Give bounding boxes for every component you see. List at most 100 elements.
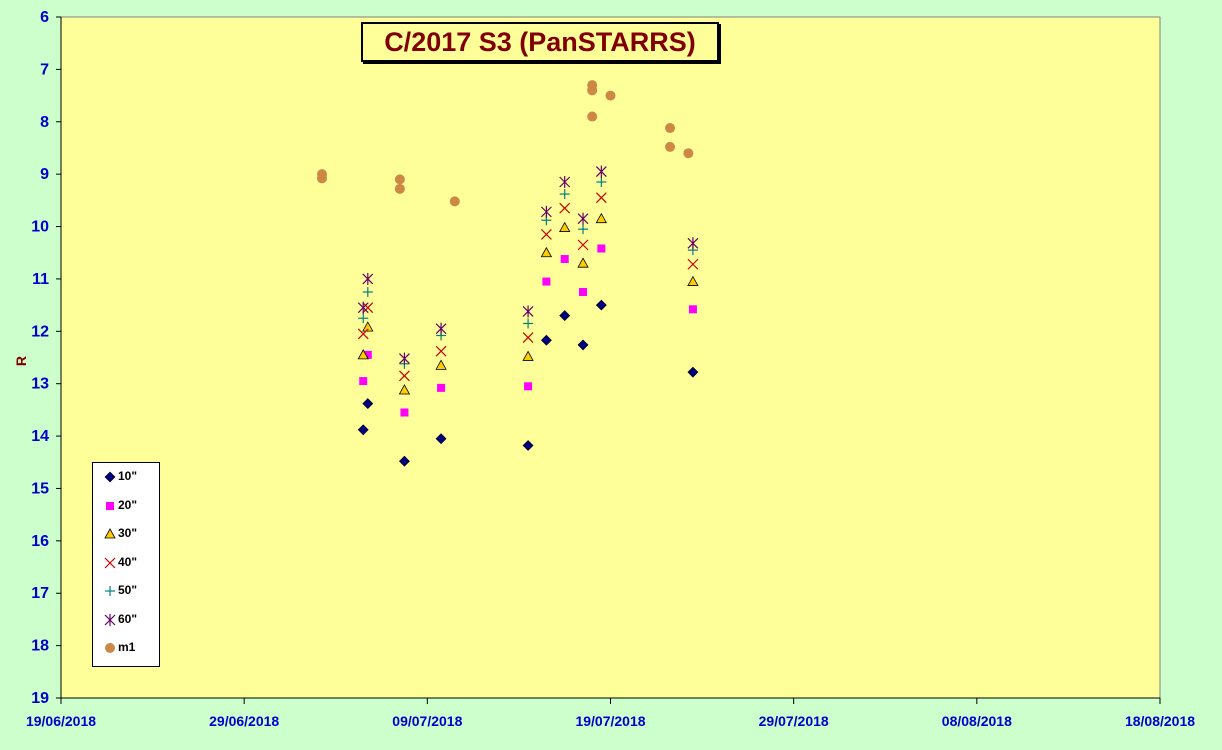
legend-label: 30" — [118, 526, 138, 540]
data-point — [399, 370, 410, 382]
data-point — [597, 244, 606, 253]
x-tick-label: 08/08/2018 — [942, 713, 1012, 729]
data-point — [687, 366, 699, 378]
y-tick-label: 19 — [31, 690, 49, 707]
data-point — [587, 111, 598, 122]
legend-marker — [104, 471, 116, 483]
data-point — [399, 352, 410, 365]
data-point — [362, 398, 374, 410]
legend-marker-icon — [104, 613, 116, 626]
legend-marker-icon — [105, 586, 115, 596]
data-point — [605, 90, 616, 101]
legend-marker-icon — [106, 501, 114, 510]
y-tick-label: 15 — [31, 480, 49, 497]
data-point — [665, 141, 676, 152]
data-point — [559, 310, 571, 322]
data-point — [559, 189, 570, 200]
legend-marker — [104, 557, 116, 568]
data-point — [357, 301, 369, 314]
data-point — [540, 228, 552, 240]
y-tick-label: 17 — [31, 585, 49, 602]
data-point — [435, 359, 447, 370]
data-point — [359, 377, 368, 386]
data-point — [595, 299, 607, 311]
legend-label: 60" — [118, 611, 138, 626]
legend-item: 40" — [93, 553, 159, 573]
data-point — [587, 85, 598, 96]
data-point — [687, 258, 699, 270]
data-point — [540, 334, 552, 346]
y-tick-label: 7 — [40, 61, 49, 78]
data-point — [683, 148, 694, 159]
data-point — [362, 302, 374, 314]
y-tick-label: 8 — [40, 114, 49, 131]
y-tick-label: 6 — [40, 9, 49, 26]
data-point — [435, 433, 447, 445]
x-tick-label: 29/06/2018 — [209, 713, 279, 729]
y-tick-label: 14 — [31, 428, 49, 445]
data-point — [577, 339, 589, 351]
data-point — [399, 455, 410, 467]
legend-marker-icon — [105, 643, 115, 653]
x-ticks: 19/06/2018 29/06/2018 09/07/2018 19/07/2018… — [26, 698, 1195, 729]
y-ticks: 6 7 8 9 10 11 12 13 14 15 16 17 18 19 — [31, 9, 61, 707]
data-point — [687, 275, 699, 286]
data-point — [363, 350, 372, 359]
data-point — [595, 165, 607, 178]
data-point — [540, 205, 552, 218]
data-points — [317, 80, 699, 467]
series-5 — [357, 165, 699, 365]
legend-item: 20" — [93, 496, 159, 516]
legend-item: 10" — [93, 467, 159, 487]
data-point — [362, 321, 374, 332]
legend-label: 10" — [118, 469, 138, 483]
data-point — [449, 196, 460, 207]
series-0 — [357, 299, 699, 467]
data-point — [542, 277, 551, 286]
data-point — [435, 322, 447, 335]
data-point — [559, 221, 571, 232]
data-point — [524, 382, 533, 391]
data-point — [437, 383, 446, 392]
data-point — [394, 174, 405, 185]
legend-marker — [104, 528, 116, 539]
data-point — [595, 192, 607, 204]
legend-label: m1 — [118, 640, 136, 654]
data-point — [522, 350, 534, 361]
data-point — [362, 272, 374, 285]
series-6 — [317, 80, 694, 207]
data-point — [577, 257, 589, 268]
x-tick-label: 18/08/2018 — [1125, 713, 1195, 729]
data-point — [560, 255, 569, 264]
y-tick-label: 18 — [31, 638, 49, 655]
data-point — [317, 173, 328, 184]
data-point — [596, 177, 607, 188]
data-point — [357, 349, 369, 360]
legend-label: 20" — [118, 497, 138, 512]
data-point — [398, 384, 411, 395]
data-point — [540, 246, 553, 258]
legend-marker — [106, 501, 114, 510]
data-point — [579, 288, 588, 297]
legend-item: 30" — [93, 524, 159, 544]
data-point — [595, 212, 608, 224]
y-tick-label: 11 — [32, 271, 49, 288]
x-tick-label: 19/07/2018 — [575, 713, 645, 729]
x-tick-label: 29/07/2018 — [759, 713, 829, 729]
data-point — [665, 123, 676, 134]
y-tick-label: 9 — [40, 166, 49, 183]
legend-label: 40" — [118, 554, 138, 569]
data-point — [577, 239, 589, 251]
legend-marker-icon — [104, 528, 116, 539]
data-point — [522, 440, 534, 451]
series-3 — [357, 192, 699, 382]
data-point — [400, 408, 409, 417]
data-point — [687, 237, 699, 250]
data-point — [577, 212, 589, 225]
plot-area — [60, 16, 1161, 699]
legend-label: 50" — [118, 583, 138, 597]
data-point — [435, 345, 447, 357]
legend-item: 60" — [93, 610, 159, 630]
legend-item: 50" — [93, 581, 159, 601]
